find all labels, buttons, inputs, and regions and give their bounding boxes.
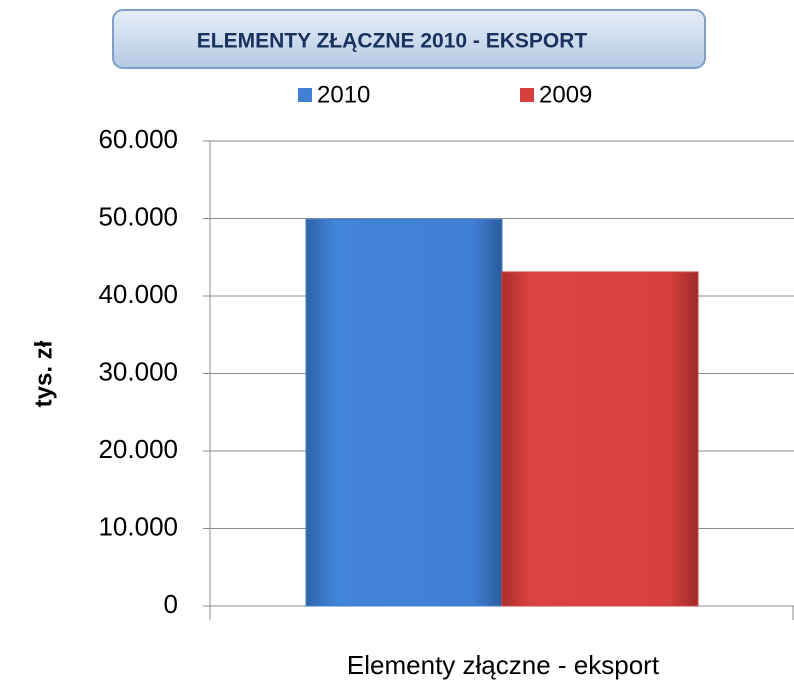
legend-label: 2010: [317, 81, 370, 108]
bar: [501, 271, 699, 607]
x-tick-label: Elementy złączne - eksport: [347, 650, 660, 680]
y-tick-label: 40.000: [98, 279, 178, 309]
y-tick-label: 0: [164, 589, 178, 619]
y-tick-label: 10.000: [98, 511, 178, 541]
title-box: [112, 9, 706, 69]
y-tick-label: 20.000: [98, 434, 178, 464]
y-tick-label: 30.000: [98, 356, 178, 386]
legend-swatch: [298, 88, 312, 102]
bar: [305, 218, 503, 607]
chart-title: ELEMENTY ZŁĄCZNE 2010 - EKSPORT: [197, 30, 588, 53]
y-axis-label: tys. zł: [30, 340, 57, 407]
y-tick-label: 50.000: [98, 201, 178, 231]
legend-swatch: [520, 88, 534, 102]
legend-label: 2009: [539, 81, 592, 108]
y-tick-label: 60.000: [98, 124, 178, 154]
